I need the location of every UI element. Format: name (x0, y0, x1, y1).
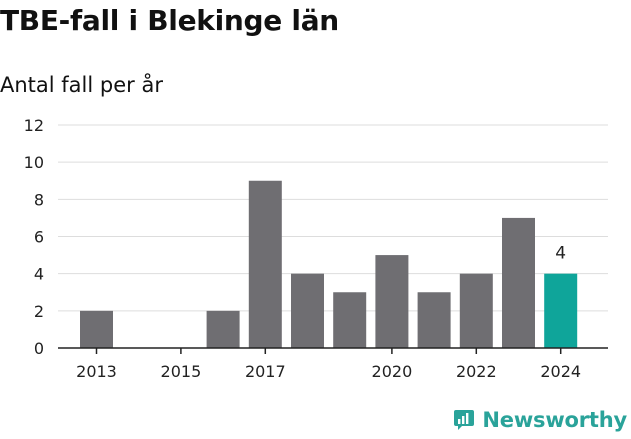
y-tick-label: 0 (34, 339, 44, 358)
newsworthy-brand: Newsworthy (453, 408, 627, 432)
brand-name: Newsworthy (482, 408, 627, 432)
x-tick-label: 2022 (456, 362, 497, 381)
newsworthy-logo-icon (454, 410, 475, 430)
x-tick-label: 2024 (540, 362, 581, 381)
bar-2018 (291, 273, 324, 348)
bar-2017 (248, 180, 282, 348)
y-tick-label: 8 (34, 190, 44, 209)
data-label: 4 (555, 244, 566, 264)
y-tick-label: 12 (24, 116, 44, 135)
x-tick-label: 2015 (161, 362, 202, 381)
bar-2019 (333, 292, 367, 348)
bar-2023 (502, 217, 535, 348)
chart-title: TBE-fall i Blekinge län (0, 4, 339, 37)
x-tick-label: 2013 (76, 362, 117, 381)
y-tick-label: 6 (34, 228, 44, 247)
bar-2022 (459, 273, 493, 348)
bar-2020 (375, 255, 409, 348)
bar-2013 (80, 310, 113, 348)
bar-2016 (206, 310, 240, 348)
chart-subtitle: Antal fall per år (0, 73, 163, 97)
x-tick-label: 2020 (372, 362, 413, 381)
y-tick-label: 2 (34, 302, 44, 321)
bar-2021 (417, 292, 451, 348)
bar-2024 (544, 273, 578, 348)
y-tick-label: 4 (34, 265, 44, 284)
x-tick-label: 2017 (245, 362, 286, 381)
y-tick-label: 10 (24, 153, 44, 172)
